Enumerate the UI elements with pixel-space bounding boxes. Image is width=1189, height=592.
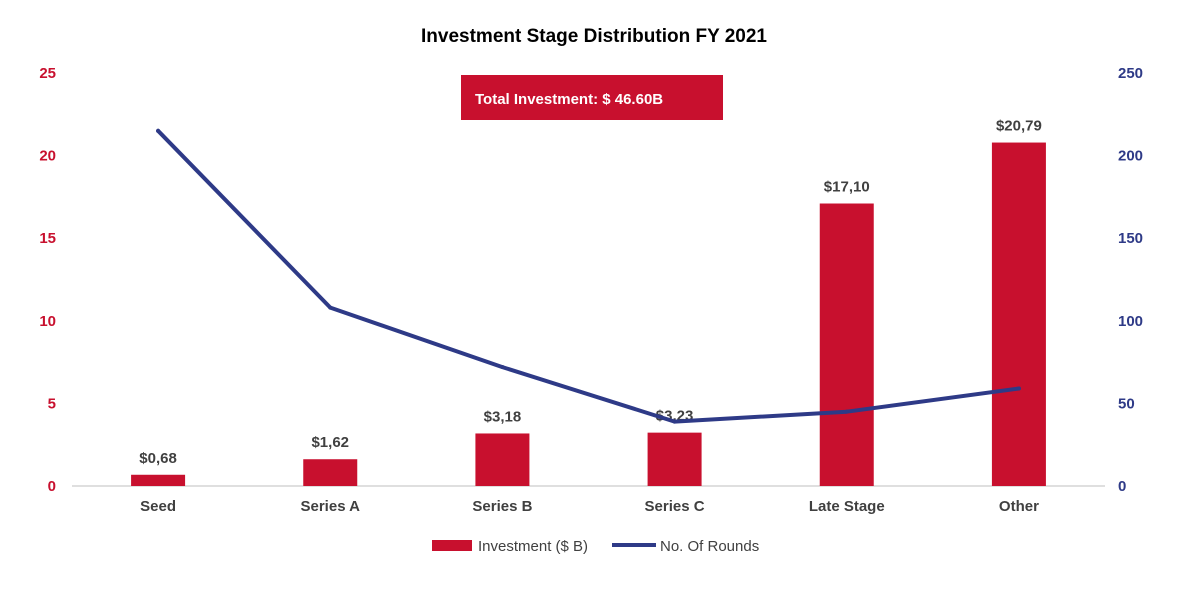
x-axis-label: Late Stage xyxy=(809,498,885,515)
rounds-point xyxy=(844,409,849,414)
bar-data-label: $1,62 xyxy=(311,434,349,451)
bar-series-b xyxy=(475,433,530,486)
bar-data-label: $20,79 xyxy=(996,118,1042,135)
rounds-point xyxy=(328,305,333,310)
bar-seed xyxy=(131,474,186,486)
x-axis-label: Seed xyxy=(140,498,176,515)
bar-data-label: $3,18 xyxy=(484,408,522,425)
legend: Investment ($ B) No. Of Rounds xyxy=(432,538,759,555)
rounds-line xyxy=(156,128,1021,424)
rounds-point xyxy=(156,128,161,133)
callout-text: Total Investment: $ 46.60B xyxy=(475,91,663,108)
left-axis-tick-label: 5 xyxy=(48,395,56,412)
chart-title: Investment Stage Distribution FY 2021 xyxy=(421,26,767,47)
left-axis-tick-label: 10 xyxy=(39,313,56,330)
bar-series-a xyxy=(303,459,358,486)
bar-data-labels: $0,68$1,62$3,18 $3,23$17,10$20,79 xyxy=(139,118,1042,467)
x-axis-label: Series C xyxy=(645,498,705,515)
x-axis-label: Other xyxy=(999,498,1039,515)
x-axis-label: Series A xyxy=(301,498,361,515)
left-y-axis: 0 5 10 15 20 25 xyxy=(39,65,56,495)
rounds-point xyxy=(500,365,505,370)
left-axis-tick-label: 25 xyxy=(39,65,56,82)
left-axis-tick-label: 0 xyxy=(48,478,56,495)
left-axis-tick-label: 20 xyxy=(39,148,56,165)
right-axis-tick-label: 250 xyxy=(1118,65,1143,82)
rounds-point xyxy=(672,419,677,424)
bar-data-label: $17,10 xyxy=(824,179,870,196)
bar-data-label: $0,68 xyxy=(139,450,177,467)
x-axis-labels: Seed Series A Series B Series C Late Stage Ot… xyxy=(140,498,1039,515)
right-y-axis: 0 50 100 150 200 250 xyxy=(1118,65,1143,495)
legend-line-label: No. Of Rounds xyxy=(660,538,759,555)
legend-bar-label: Investment ($ B) xyxy=(478,538,588,555)
left-axis-tick-label: 15 xyxy=(39,230,56,247)
right-axis-tick-label: 150 xyxy=(1118,230,1143,247)
x-axis-label: Series B xyxy=(472,498,532,515)
right-axis-tick-label: 100 xyxy=(1118,313,1143,330)
line-series xyxy=(156,128,1021,424)
callout-box: Total Investment: $ 46.60B xyxy=(461,75,723,120)
legend-bar-swatch xyxy=(432,540,472,551)
callout-background xyxy=(461,75,723,120)
bar-series-c xyxy=(647,432,702,486)
bar-other xyxy=(991,142,1046,486)
rounds-point xyxy=(1016,386,1021,391)
right-axis-tick-label: 0 xyxy=(1118,478,1126,495)
bar-late-stage xyxy=(819,203,874,486)
right-axis-tick-label: 200 xyxy=(1118,148,1143,165)
bar-series xyxy=(131,142,1046,486)
right-axis-tick-label: 50 xyxy=(1118,395,1135,412)
